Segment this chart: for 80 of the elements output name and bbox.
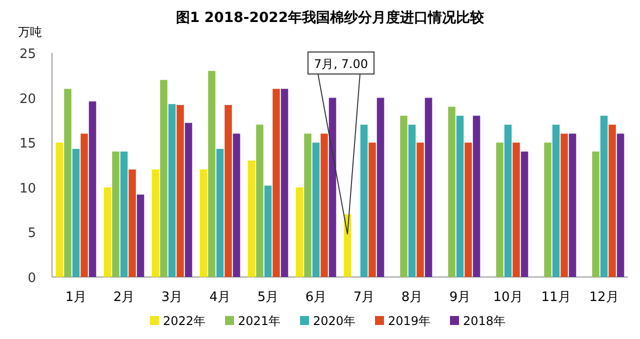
bar — [464, 142, 472, 277]
bar — [360, 124, 368, 277]
y-tick-label: 15 — [19, 136, 36, 152]
y-tick-label: 5 — [28, 226, 36, 242]
bar — [560, 134, 568, 277]
bar — [56, 142, 64, 277]
bar — [376, 98, 384, 277]
legend-label: 2022年 — [163, 314, 206, 328]
bar — [128, 169, 136, 277]
bar — [616, 134, 624, 277]
x-tick-label: 7月 — [353, 290, 375, 305]
bar — [608, 124, 616, 277]
x-tick-label: 8月 — [401, 290, 423, 305]
x-tick-label: 10月 — [493, 290, 523, 305]
annotation: 7月, 7.00 — [314, 57, 368, 71]
bar — [160, 80, 168, 277]
x-tick-label: 3月 — [161, 290, 183, 305]
callout: 7月, 7.00 — [308, 52, 374, 235]
bar — [136, 194, 144, 277]
bar — [200, 169, 208, 277]
bar — [216, 148, 224, 277]
bar — [448, 106, 456, 277]
bar — [280, 88, 288, 277]
bar — [80, 134, 88, 277]
bar — [472, 116, 480, 277]
bar — [168, 104, 176, 277]
bar — [320, 134, 328, 277]
bar — [592, 152, 600, 277]
y-tick-label: 10 — [19, 181, 36, 196]
bar — [104, 187, 112, 277]
bar — [296, 187, 304, 277]
bar — [520, 152, 528, 277]
x-tick-label: 5月 — [257, 290, 279, 305]
x-tick-label: 6月 — [305, 290, 327, 305]
bar — [224, 104, 232, 277]
bar — [64, 88, 72, 277]
chart-title: 图1 2018-2022年我国棉纱分月度进口情况比较 — [176, 9, 486, 26]
bar — [544, 142, 552, 277]
bar — [176, 104, 184, 277]
y-tick-label: 0 — [28, 271, 36, 286]
x-tick-label: 11月 — [541, 290, 571, 305]
legend-label: 2018年 — [463, 314, 506, 328]
bar — [272, 88, 280, 277]
bar — [568, 134, 576, 277]
y-tick-label: 20 — [19, 92, 36, 107]
bar — [496, 142, 504, 277]
bar — [416, 142, 424, 277]
bar — [600, 116, 608, 277]
bar — [184, 122, 192, 277]
bar — [152, 169, 160, 277]
bar — [264, 186, 272, 277]
bar — [88, 101, 96, 277]
y-axis-title: 万吨 — [18, 25, 42, 39]
bar — [120, 152, 128, 277]
x-tick-label: 4月 — [209, 290, 231, 305]
legend-label: 2021年 — [238, 314, 281, 328]
bar — [208, 70, 216, 277]
bar — [304, 134, 312, 277]
x-tick-label: 2月 — [113, 290, 135, 305]
x-tick-label: 1月 — [65, 290, 87, 305]
bar — [232, 134, 240, 277]
y-tick-label: 25 — [19, 47, 36, 62]
bar — [112, 152, 120, 277]
bar — [328, 98, 336, 277]
bar — [512, 142, 520, 277]
bar — [552, 124, 560, 277]
bar — [248, 160, 256, 277]
bar — [408, 124, 416, 277]
bar — [400, 116, 408, 277]
legend-label: 2019年 — [388, 314, 431, 328]
x-tick-label: 9月 — [449, 290, 471, 305]
legend-label: 2020年 — [313, 314, 356, 328]
bar — [368, 142, 376, 277]
x-tick-label: 12月 — [589, 290, 619, 305]
bar — [504, 124, 512, 277]
bar — [72, 148, 80, 277]
bar — [456, 116, 464, 277]
bar — [256, 124, 264, 277]
bar — [312, 142, 320, 277]
bar — [424, 98, 432, 277]
